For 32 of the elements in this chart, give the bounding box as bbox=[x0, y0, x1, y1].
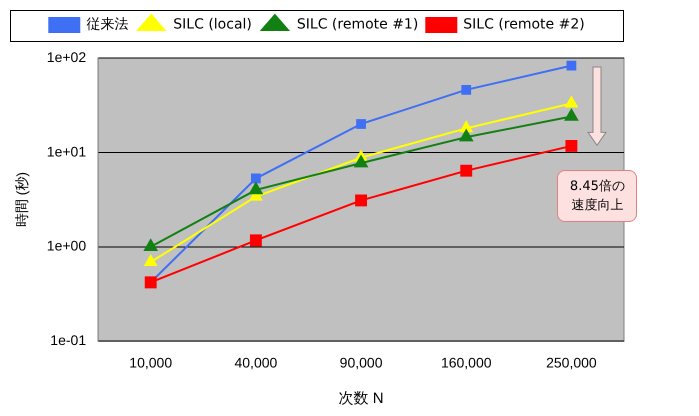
point bbox=[460, 121, 472, 132]
legend-label: SILC (remote #1) bbox=[296, 16, 418, 33]
x-tick-label: 160,000 bbox=[440, 354, 492, 370]
x-tick-label: 10,000 bbox=[129, 354, 172, 370]
legend-label: SILC (local) bbox=[173, 16, 252, 33]
point bbox=[249, 182, 263, 194]
x-tick-label: 250,000 bbox=[546, 354, 597, 370]
x-axis-title: 次数 N bbox=[338, 390, 384, 408]
point bbox=[564, 109, 578, 121]
point bbox=[460, 164, 472, 177]
point bbox=[354, 156, 368, 168]
legend-label: SILC (remote #2) bbox=[463, 16, 585, 33]
legend-label: 従来法 bbox=[86, 16, 128, 33]
y-tick-label: 1e+01 bbox=[46, 143, 86, 160]
point bbox=[355, 194, 368, 206]
y-tick-label: 1e+00 bbox=[46, 238, 86, 254]
point bbox=[250, 234, 262, 246]
point bbox=[565, 140, 578, 152]
point bbox=[460, 130, 473, 142]
point bbox=[144, 239, 158, 252]
x-tick-label: 40,000 bbox=[234, 354, 278, 370]
point bbox=[144, 255, 157, 266]
point bbox=[250, 174, 261, 184]
point bbox=[461, 84, 472, 95]
point bbox=[565, 96, 578, 108]
x-tick-label: 90,000 bbox=[340, 354, 383, 370]
y-axis-title: 時間 (秒) bbox=[13, 172, 30, 228]
annotation: 8.45倍の速度向上 bbox=[557, 170, 638, 222]
y-tick-label: 1e-01 bbox=[50, 332, 86, 348]
point bbox=[566, 60, 576, 71]
y-tick-label: 1e+02 bbox=[46, 48, 86, 65]
point bbox=[356, 119, 366, 129]
